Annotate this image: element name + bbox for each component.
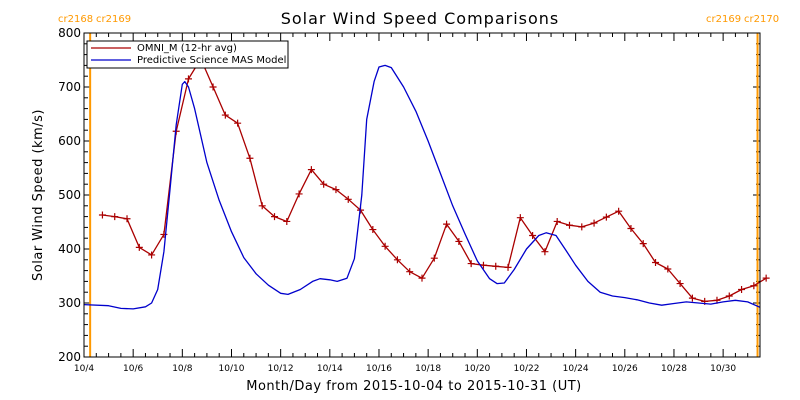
x-tick-label: 10/22 (514, 364, 540, 374)
omni-data-point (98, 211, 106, 219)
omni-data-point (406, 268, 414, 276)
x-tick-label: 10/16 (366, 364, 392, 374)
y-tick-label: 200 (58, 350, 81, 364)
x-tick-label: 10/24 (563, 364, 589, 374)
legend-label-model: Predictive Science MAS Model (137, 55, 286, 66)
omni-data-point (516, 214, 524, 222)
omni-data-point (492, 262, 500, 270)
y-tick-label: 400 (58, 242, 81, 256)
omni-data-point (295, 190, 303, 198)
omni-data-point (762, 274, 770, 282)
omni-data-point (320, 180, 328, 188)
omni-data-point (148, 251, 156, 259)
omni-data-point (135, 243, 143, 251)
boundary-markers-layer (89, 33, 759, 357)
plot-frame (83, 32, 761, 358)
omni-data-point (418, 274, 426, 282)
legend-label-omni: OMNI_M (12-hr avg) (137, 43, 237, 54)
omni-data-point (578, 223, 586, 231)
omni-data-point (455, 237, 463, 245)
omni-data-point (750, 282, 758, 290)
omni-data-point (529, 232, 537, 239)
omni-data-point (111, 213, 119, 221)
omni-data-point (443, 220, 451, 228)
omni-data-point (123, 215, 131, 223)
cr-label-right-2: cr2170 (744, 14, 779, 25)
omni-data-point (639, 240, 647, 248)
omni-data-point (467, 260, 475, 268)
legend-box (86, 40, 289, 69)
y-tick-label: 700 (58, 80, 81, 94)
plot-frame-layer (83, 32, 761, 358)
omni-data-point (381, 242, 389, 250)
omni-data-point (725, 292, 733, 300)
omni-data-point (602, 213, 610, 221)
omni-data-point (307, 166, 315, 174)
omni-data-point (283, 217, 291, 225)
cr-label-left-2: cr2169 (96, 14, 131, 25)
x-tick-label: 10/12 (268, 364, 294, 374)
y-tick-label: 800 (58, 26, 81, 40)
cr-label-left-1: cr2168 (58, 14, 93, 25)
omni-data-point (479, 261, 487, 269)
omni-data-point (209, 83, 217, 91)
y-tick-label: 300 (58, 296, 81, 310)
omni-data-point (615, 207, 623, 215)
x-tick-label: 10/30 (710, 364, 736, 374)
omni-data-point (246, 154, 254, 162)
x-tick-label: 10/26 (612, 364, 638, 374)
x-tick-label: 10/14 (317, 364, 343, 374)
x-tick-label: 10/20 (464, 364, 490, 374)
omni-data-point (221, 111, 229, 119)
x-tick-label: 10/18 (415, 364, 441, 374)
x-axis-label: Month/Day from 2015-10-04 to 2015-10-31 … (246, 379, 581, 394)
omni-data-point (664, 265, 672, 273)
x-tick-label: 10/6 (123, 364, 143, 374)
x-tick-label: 10/4 (74, 364, 94, 374)
omni-data-point (504, 263, 512, 271)
omni-data-point (688, 294, 696, 302)
tick-labels-layer: 200 300 400 500 600 700 800 10/4 10/6 10/8 10/10 10… (58, 26, 736, 374)
omni-data-point (234, 119, 242, 127)
omni-data-point (541, 248, 549, 256)
omni-data-point (652, 259, 660, 266)
y-axis-label: Solar Wind Speed (km/s) (31, 109, 46, 281)
omni-data-point (738, 286, 746, 293)
omni-data-point (430, 254, 438, 262)
chart-title: Solar Wind Speed Comparisons (281, 9, 560, 28)
y-tick-label: 500 (58, 188, 81, 202)
y-tick-label: 600 (58, 134, 81, 148)
omni-data-point (676, 280, 684, 288)
x-tick-label: 10/10 (219, 364, 245, 374)
omni-data-point (184, 75, 192, 83)
omni-data-point (258, 202, 266, 210)
cr-label-right-1: cr2169 (706, 14, 741, 25)
legend: OMNI_M (12-hr avg) Predictive Science MA… (86, 40, 289, 69)
omni-data-point (553, 217, 561, 225)
omni-data-point (369, 226, 377, 234)
omni-data-point (565, 221, 573, 229)
omni-data-point (393, 256, 401, 264)
omni-data-point (332, 186, 340, 194)
omni-data-point (271, 213, 279, 221)
x-tick-label: 10/28 (661, 364, 687, 374)
omni-data-point (627, 224, 635, 232)
x-tick-label: 10/8 (172, 364, 192, 374)
omni-data-point (344, 195, 352, 203)
omni-data-point (590, 219, 598, 227)
model-series-line (83, 64, 761, 310)
